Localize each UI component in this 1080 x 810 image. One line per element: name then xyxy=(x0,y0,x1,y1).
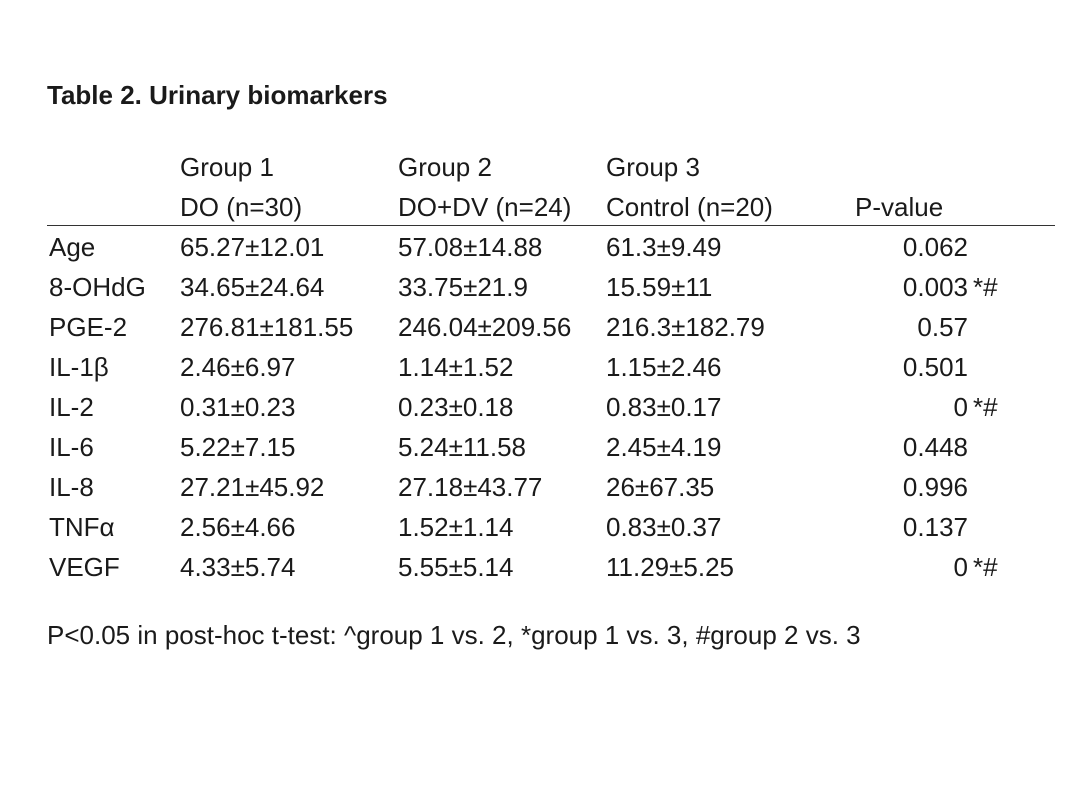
row-label: IL-1β xyxy=(49,352,109,382)
header-p-value: P-value xyxy=(855,192,944,222)
cell-group-2: 246.04±209.56 xyxy=(398,312,572,342)
cell-group-1: 4.33±5.74 xyxy=(180,552,296,582)
header-group-3: Group 3 xyxy=(606,152,700,182)
cell-p-value: 0 xyxy=(953,392,968,422)
table-title: Table 2. Urinary biomarkers xyxy=(47,80,388,110)
cell-group-3: 2.45±4.19 xyxy=(606,432,722,462)
cell-group-3: 61.3±9.49 xyxy=(606,232,722,262)
row-label: IL-2 xyxy=(49,392,94,422)
cell-group-3: 11.29±5.25 xyxy=(606,552,735,582)
cell-p-value: 0.57 xyxy=(917,312,968,342)
cell-group-1: 5.22±7.15 xyxy=(180,432,296,462)
table-footnote: P<0.05 in post-hoc t-test: ^group 1 vs. … xyxy=(47,620,861,650)
cell-group-3: 216.3±182.79 xyxy=(606,312,765,342)
cell-group-2: 1.14±1.52 xyxy=(398,352,514,382)
cell-group-3: 26±67.35 xyxy=(606,472,715,502)
cell-p-value: 0.501 xyxy=(902,352,968,382)
cell-p-value: 0.003 xyxy=(902,272,968,302)
cell-group-1: 34.65±24.64 xyxy=(180,272,325,302)
row-label: Age xyxy=(49,232,96,262)
header-group-3-subtitle: Control (n=20) xyxy=(606,192,773,222)
cell-group-1: 0.31±0.23 xyxy=(180,392,296,422)
row-label: VEGF xyxy=(49,552,120,582)
row-label: 8-OHdG xyxy=(49,272,146,302)
cell-group-2: 57.08±14.88 xyxy=(398,232,543,262)
row-label: TNFα xyxy=(49,512,115,542)
row-label: IL-6 xyxy=(49,432,94,462)
header-group-1-subtitle: DO (n=30) xyxy=(180,192,303,222)
row-label: IL-8 xyxy=(49,472,94,502)
cell-group-3: 1.15±2.46 xyxy=(606,352,722,382)
cell-group-3: 15.59±11 xyxy=(606,272,713,302)
cell-p-value: 0.996 xyxy=(902,472,968,502)
header-group-1: Group 1 xyxy=(180,152,274,182)
cell-group-2: 1.52±1.14 xyxy=(398,512,514,542)
cell-group-3: 0.83±0.37 xyxy=(606,512,722,542)
cell-group-2: 5.55±5.14 xyxy=(398,552,514,582)
header-group-2: Group 2 xyxy=(398,152,492,182)
cell-group-1: 27.21±45.92 xyxy=(180,472,325,502)
cell-p-value: 0.062 xyxy=(902,232,968,262)
cell-group-1: 276.81±181.55 xyxy=(180,312,354,342)
cell-p-value: 0.137 xyxy=(902,512,968,542)
cell-group-2: 5.24±11.58 xyxy=(398,432,527,462)
cell-group-3: 0.83±0.17 xyxy=(606,392,722,422)
header-group-2-subtitle: DO+DV (n=24) xyxy=(398,192,572,222)
cell-group-1: 2.46±6.97 xyxy=(180,352,296,382)
cell-significance-mark: *# xyxy=(973,392,998,422)
cell-group-2: 27.18±43.77 xyxy=(398,472,543,502)
cell-group-1: 2.56±4.66 xyxy=(180,512,296,542)
cell-group-2: 33.75±21.9 xyxy=(398,272,528,302)
cell-p-value: 0 xyxy=(953,552,968,582)
cell-p-value: 0.448 xyxy=(902,432,968,462)
row-label: PGE-2 xyxy=(49,312,128,342)
cell-significance-mark: *# xyxy=(973,552,998,582)
cell-significance-mark: *# xyxy=(973,272,998,302)
header-divider xyxy=(47,225,1055,226)
cell-group-1: 65.27±12.01 xyxy=(180,232,325,262)
cell-group-2: 0.23±0.18 xyxy=(398,392,514,422)
